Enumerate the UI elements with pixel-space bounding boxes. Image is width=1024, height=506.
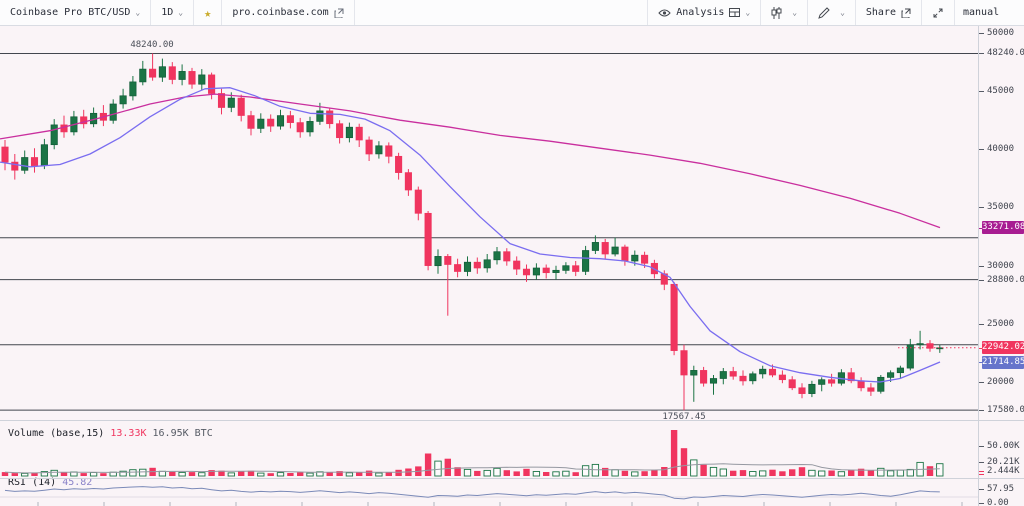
axis-tick (979, 228, 984, 229)
axis-tick (979, 324, 984, 325)
exchange-link[interactable]: pro.coinbase.com (222, 0, 355, 25)
rsi-panel-divider (0, 478, 1024, 479)
axis-tick (979, 348, 984, 349)
axis-tick (979, 471, 984, 472)
axis-tick (979, 462, 984, 463)
layout-icon (729, 8, 741, 17)
star-icon: ★ (204, 5, 212, 20)
price-axis-label: 20000 (987, 377, 1015, 387)
chevron-down-icon: ⌄ (135, 8, 141, 17)
external-link-icon (334, 8, 344, 18)
analysis-button[interactable]: Analysis ⌄ (647, 0, 760, 25)
toolbar: Coinbase Pro BTC/USD ⌄ 1D ⌄ ★ pro.coinba… (0, 0, 1024, 26)
high-annotation: 48240.00 (130, 40, 174, 51)
rsi-legend-title: RSI (14) (8, 477, 57, 488)
axis-tick (979, 410, 984, 411)
expand-icon (932, 7, 944, 19)
eye-icon (658, 8, 671, 18)
pencil-icon (818, 6, 830, 19)
price-marker-label: 33271.08 (982, 221, 1024, 234)
price-axis-label: 50000 (987, 28, 1015, 38)
price-axis-label: 28800.00 (987, 275, 1024, 285)
symbol-label: Coinbase Pro BTC/USD (10, 7, 131, 18)
price-axis-label: 40000 (987, 144, 1015, 154)
draw-button[interactable]: ⌄ (807, 0, 855, 25)
interval-label: 1D (161, 7, 174, 18)
rsi-legend: RSI (14) 45.82 (8, 477, 92, 488)
toolbar-right: Analysis ⌄ ⌄ ⌄ Share (647, 0, 1024, 25)
share-label: Share (865, 7, 896, 18)
axis-tick (979, 489, 984, 490)
analysis-label: Analysis (676, 7, 725, 18)
axis-tick (979, 503, 984, 504)
chevron-down-icon: ⌄ (840, 8, 845, 17)
axis-tick (979, 474, 984, 475)
rsi-axis-label: 0.00 (987, 498, 1009, 506)
volume-axis-label: 20.21K (987, 457, 1020, 467)
candlestick-icon (771, 6, 782, 19)
price-axis-label: 30000 (987, 261, 1015, 271)
symbol-button[interactable]: Coinbase Pro BTC/USD ⌄ (0, 0, 152, 25)
candlestick-chart[interactable] (0, 26, 978, 506)
price-axis[interactable]: 50000 48240.00 45000 40000 35000 30000 28800.0… (978, 26, 1024, 506)
axis-tick (979, 446, 984, 447)
window-title-fragment: manual (954, 0, 1024, 25)
axis-tick (979, 207, 984, 208)
price-marker-label: 22942.02 (982, 341, 1024, 354)
volume-ma-value: 16.95K BTC (152, 428, 213, 439)
share-button[interactable]: Share (854, 0, 921, 25)
chart-style-button[interactable]: ⌄ (760, 0, 807, 25)
chevron-down-icon: ⌄ (178, 8, 184, 17)
axis-tick (979, 382, 984, 383)
axis-tick (979, 266, 984, 267)
axis-tick (979, 33, 984, 34)
price-axis-label: 17580.00 (987, 405, 1024, 415)
axis-tick (979, 91, 984, 92)
favorite-button[interactable]: ★ (194, 0, 223, 25)
chevron-down-icon: ⌄ (745, 8, 751, 17)
volume-axis-label: 50.00K (987, 441, 1020, 451)
price-marker-label: 21714.85 (982, 356, 1024, 369)
chevron-down-icon: ⌄ (792, 8, 798, 17)
rsi-axis-label: 57.95 (987, 484, 1015, 494)
price-axis-label: 48240.00 (987, 48, 1024, 58)
volume-legend-title: Volume (base,15) (8, 428, 105, 439)
volume-panel-divider (0, 420, 1024, 421)
exchange-link-label: pro.coinbase.com (232, 7, 329, 18)
price-axis-label: 35000 (987, 202, 1015, 212)
axis-tick (979, 280, 984, 281)
chart-area[interactable]: 48240.00 17567.45 Volume (base,15) 13.33… (0, 26, 978, 506)
volume-legend: Volume (base,15) 13.33K 16.95K BTC (8, 428, 213, 439)
interval-button[interactable]: 1D ⌄ (151, 0, 195, 25)
price-axis-label: 45000 (987, 86, 1015, 96)
axis-tick (979, 362, 984, 363)
axis-tick (979, 53, 984, 54)
fullscreen-button[interactable] (921, 0, 954, 25)
rsi-value: 45.82 (62, 477, 93, 488)
volume-axis-label: 2.444K (987, 466, 1020, 476)
price-axis-label: 25000 (987, 319, 1015, 329)
volume-value: 13.33K (110, 428, 147, 439)
share-external-icon (901, 8, 911, 18)
low-annotation: 17567.45 (662, 412, 706, 423)
axis-tick (979, 149, 984, 150)
